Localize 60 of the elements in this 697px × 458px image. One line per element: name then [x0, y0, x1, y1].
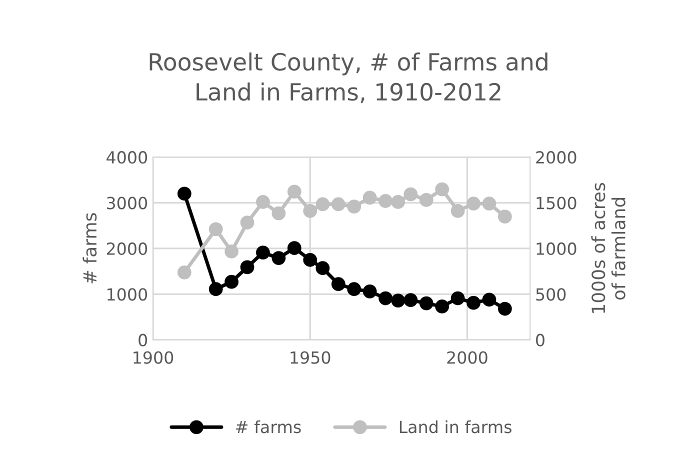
point — [391, 294, 406, 308]
point — [419, 296, 434, 310]
y-tick-label: 2000 — [106, 242, 148, 256]
point — [287, 184, 302, 199]
point — [177, 186, 192, 201]
y-tick-label: 3000 — [106, 196, 148, 210]
point — [303, 252, 318, 267]
point — [466, 296, 480, 310]
point — [498, 302, 512, 316]
legend-label: # farms — [236, 420, 301, 434]
x-tick-label: 2000 — [447, 351, 488, 364]
y-tick-label: 0 — [138, 334, 148, 346]
point — [362, 190, 377, 205]
point — [435, 182, 450, 196]
y2-tick-label: 1000 — [536, 242, 576, 256]
point — [498, 210, 512, 224]
point — [303, 204, 318, 218]
x-tick-label: 1950 — [290, 351, 330, 364]
point — [224, 274, 238, 289]
y2-tick-label: 500 — [536, 288, 566, 301]
point — [316, 261, 330, 276]
point — [482, 196, 496, 211]
point — [378, 194, 392, 208]
point — [482, 292, 496, 307]
point — [362, 284, 377, 298]
point — [224, 244, 238, 258]
y-axis-title: # farms — [82, 213, 97, 284]
point — [240, 260, 254, 274]
point — [466, 196, 480, 211]
point — [240, 216, 254, 230]
point — [450, 291, 465, 306]
y-tick-label: 1000 — [108, 288, 148, 301]
point — [256, 195, 270, 209]
point — [347, 200, 362, 214]
point — [391, 195, 406, 209]
point — [404, 293, 418, 308]
point — [177, 265, 192, 280]
legend-label: Land in farms — [400, 420, 512, 434]
point — [419, 193, 434, 207]
y2-tick-label: 2000 — [536, 151, 576, 164]
point — [331, 277, 346, 292]
y2-tick-label: 0 — [536, 334, 544, 346]
point — [316, 197, 330, 212]
point — [256, 246, 270, 260]
point — [378, 291, 392, 306]
point — [435, 300, 450, 314]
point — [347, 282, 362, 296]
chart-title: Roosevelt County, # of Farms and Land in Farms, 1910-2012 — [150, 52, 548, 104]
point — [287, 241, 302, 255]
point — [208, 222, 223, 236]
point — [208, 282, 223, 296]
point — [404, 187, 418, 202]
y-tick-label: 4000 — [106, 151, 148, 164]
point — [331, 197, 346, 212]
y2-tick-label: 1500 — [536, 196, 576, 210]
x-tick-label: 1900 — [134, 351, 174, 364]
point — [450, 204, 465, 218]
point — [272, 251, 286, 266]
point — [272, 206, 286, 220]
y2-axis-title: 1000s of acres of farmland — [591, 182, 626, 313]
